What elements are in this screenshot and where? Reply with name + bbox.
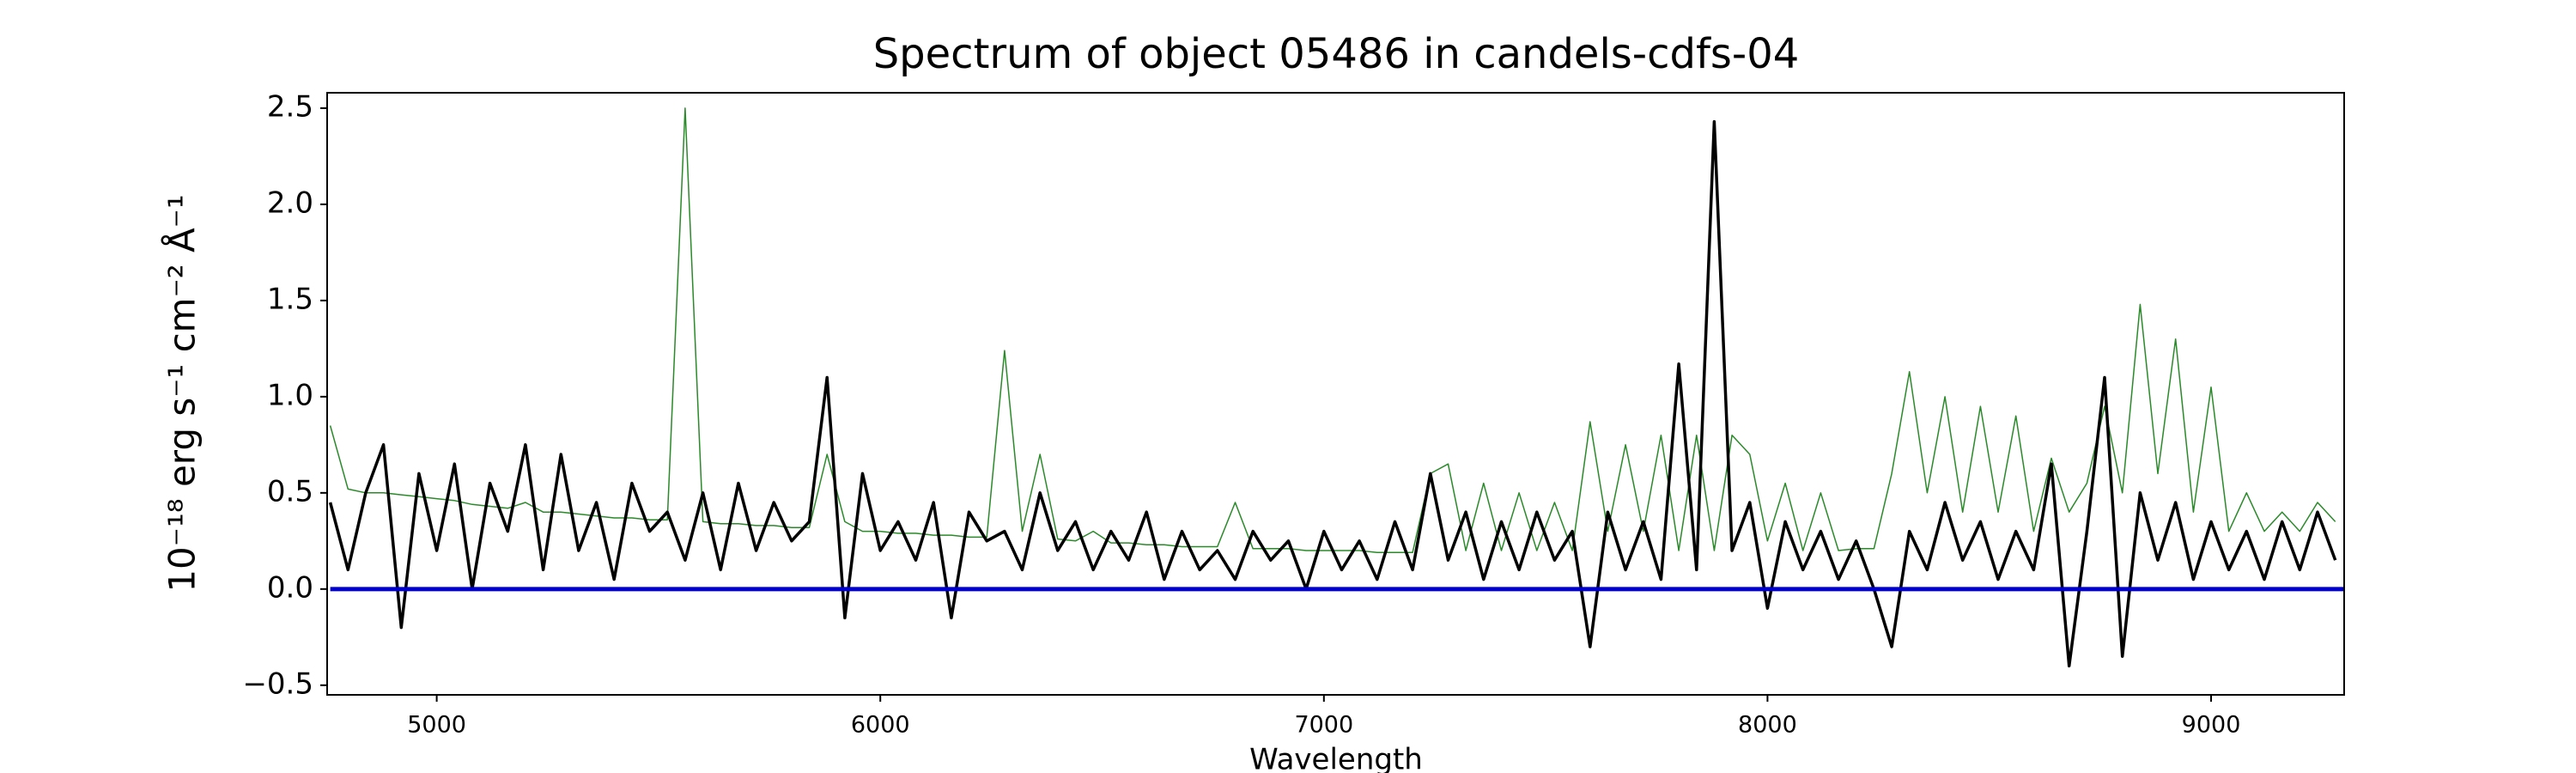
y-tick-label: −0.5 xyxy=(242,666,313,701)
x-tick-label: 7000 xyxy=(1294,712,1353,739)
chart-title: Spectrum of object 05486 in candels-cdfs… xyxy=(873,30,1800,78)
x-tick-label: 5000 xyxy=(407,712,466,739)
y-tick-label: 0.5 xyxy=(267,474,313,508)
y-tick-label: 0.0 xyxy=(267,570,313,605)
plot-frame xyxy=(326,92,2345,696)
y-tick-label: 2.0 xyxy=(267,186,313,220)
y-tick-label: 1.0 xyxy=(267,378,313,412)
y-tick-label: 2.5 xyxy=(267,89,313,124)
x-tick-label: 6000 xyxy=(851,712,910,739)
y-axis-label: 10⁻¹⁸ erg s⁻¹ cm⁻² Å⁻¹ xyxy=(161,194,204,592)
spectrum-line xyxy=(328,119,2337,668)
x-tick-label: 8000 xyxy=(1738,712,1797,739)
y-tick-label: 1.5 xyxy=(267,282,313,316)
x-tick-label: 9000 xyxy=(2182,712,2241,739)
x-axis-label: Wavelength xyxy=(1249,743,1423,773)
